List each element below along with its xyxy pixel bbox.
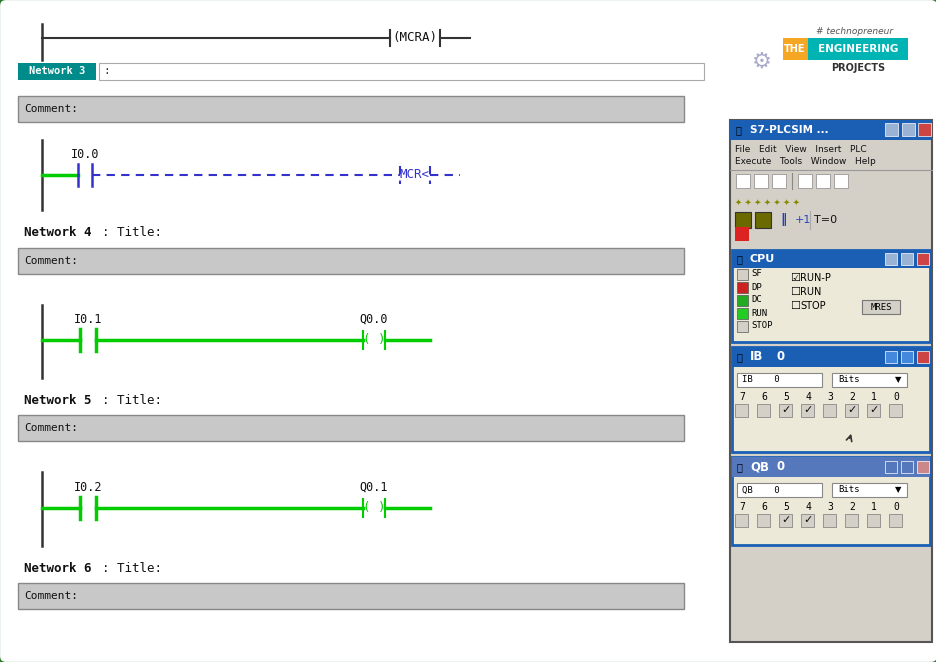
- Text: ⚙: ⚙: [752, 52, 771, 72]
- Text: ✓: ✓: [802, 405, 812, 415]
- Bar: [888, 404, 901, 417]
- Text: ▼: ▼: [894, 485, 900, 495]
- Text: (MCRA): (MCRA): [392, 32, 437, 44]
- Bar: [729, 120, 931, 642]
- Bar: [734, 212, 750, 228]
- Text: File   Edit   View   Insert   PLC: File Edit View Insert PLC: [734, 146, 866, 154]
- Bar: [822, 514, 835, 527]
- Bar: [731, 457, 929, 545]
- Text: T=0: T=0: [813, 215, 836, 225]
- Bar: [900, 253, 912, 265]
- Text: ✓: ✓: [802, 515, 812, 525]
- Text: ENGINEERING: ENGINEERING: [817, 44, 898, 54]
- Bar: [737, 373, 821, 387]
- Text: 6: 6: [760, 392, 767, 402]
- Bar: [866, 514, 879, 527]
- Bar: [731, 347, 929, 367]
- Bar: [782, 38, 807, 60]
- Bar: [831, 483, 906, 497]
- Bar: [901, 123, 914, 136]
- Bar: [737, 483, 821, 497]
- Text: 7: 7: [739, 392, 744, 402]
- Bar: [900, 351, 912, 363]
- Text: 2: 2: [848, 392, 854, 402]
- Bar: [18, 248, 683, 274]
- Bar: [737, 321, 747, 332]
- Text: Network 5: Network 5: [24, 393, 92, 406]
- Bar: [18, 63, 95, 80]
- Text: DC: DC: [750, 295, 761, 305]
- Text: MRES: MRES: [870, 303, 891, 312]
- Text: SF: SF: [750, 269, 761, 279]
- Text: 1: 1: [870, 392, 876, 402]
- Bar: [731, 347, 929, 452]
- Bar: [754, 212, 770, 228]
- Text: Bits: Bits: [837, 375, 858, 385]
- Text: 🖥: 🖥: [737, 254, 742, 264]
- Text: +1: +1: [794, 215, 811, 225]
- Text: QB: QB: [749, 461, 768, 473]
- Text: 1: 1: [870, 502, 876, 512]
- Text: # technopreneur: # technopreneur: [815, 28, 893, 36]
- Text: IB    0: IB 0: [741, 375, 779, 385]
- Text: STOP: STOP: [750, 322, 771, 330]
- Text: Q0.1: Q0.1: [359, 481, 388, 494]
- Text: Comment:: Comment:: [24, 423, 78, 433]
- Text: Network 3: Network 3: [29, 66, 85, 76]
- Text: 7: 7: [739, 502, 744, 512]
- Text: Execute   Tools   Window   Help: Execute Tools Window Help: [734, 158, 875, 167]
- Text: ▼: ▼: [894, 375, 900, 385]
- Text: 0: 0: [776, 461, 784, 473]
- Bar: [737, 269, 747, 280]
- Text: 3: 3: [826, 392, 832, 402]
- Bar: [844, 514, 857, 527]
- Bar: [885, 253, 896, 265]
- Text: ‖: ‖: [779, 214, 785, 226]
- Bar: [800, 514, 813, 527]
- Text: 0: 0: [892, 502, 898, 512]
- Text: : Title:: : Title:: [102, 561, 162, 575]
- Bar: [18, 583, 683, 609]
- Text: ( ): ( ): [362, 334, 385, 346]
- Text: ( ): ( ): [362, 502, 385, 514]
- Text: ☑: ☑: [789, 273, 799, 283]
- Text: THE: THE: [783, 44, 805, 54]
- Bar: [885, 461, 896, 473]
- Text: PROJECTS: PROJECTS: [830, 63, 885, 73]
- Bar: [833, 174, 847, 188]
- Text: 4: 4: [804, 502, 810, 512]
- Bar: [822, 404, 835, 417]
- Text: 2: 2: [848, 502, 854, 512]
- Text: MCR<: MCR<: [400, 169, 430, 181]
- Text: 6: 6: [760, 502, 767, 512]
- Bar: [771, 174, 785, 188]
- Bar: [731, 457, 929, 477]
- Text: I0.2: I0.2: [74, 481, 102, 494]
- Bar: [729, 120, 931, 140]
- Bar: [888, 514, 901, 527]
- Bar: [18, 18, 717, 650]
- Text: I0.0: I0.0: [71, 148, 99, 161]
- Bar: [807, 38, 907, 60]
- Bar: [916, 351, 928, 363]
- Bar: [831, 373, 906, 387]
- Text: 3: 3: [826, 502, 832, 512]
- Bar: [731, 250, 929, 268]
- Text: Network 6: Network 6: [24, 561, 92, 575]
- Bar: [734, 227, 748, 241]
- Bar: [917, 123, 930, 136]
- Bar: [916, 253, 928, 265]
- Text: ✓: ✓: [781, 405, 790, 415]
- Text: 🖥: 🖥: [735, 125, 741, 135]
- Text: RUN: RUN: [799, 287, 821, 297]
- Bar: [844, 404, 857, 417]
- Bar: [885, 123, 897, 136]
- Text: 5: 5: [782, 502, 788, 512]
- Text: ✓: ✓: [869, 405, 878, 415]
- Text: IB: IB: [749, 350, 763, 363]
- Text: :: :: [103, 66, 110, 76]
- Bar: [861, 300, 899, 314]
- Bar: [737, 282, 747, 293]
- Bar: [900, 461, 912, 473]
